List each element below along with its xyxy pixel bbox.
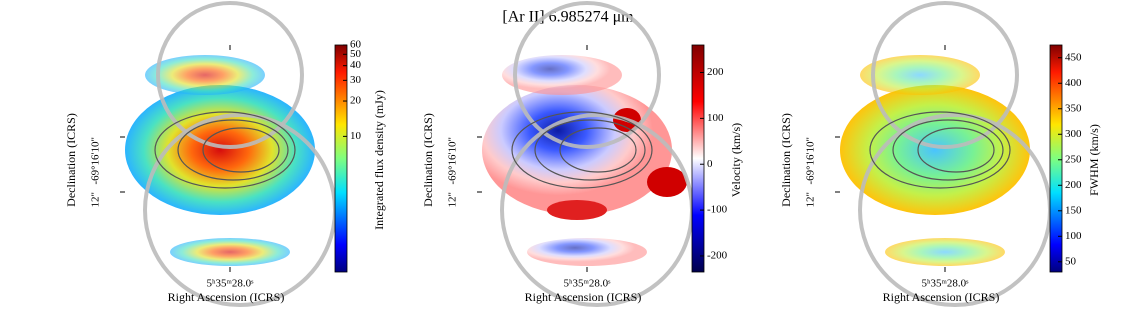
colorbar-tick-label: 150 — [1065, 204, 1082, 216]
colorbar-tick-label: -100 — [707, 204, 728, 216]
x-axis-label: Right Ascension (ICRS) — [525, 290, 642, 304]
colorbar-tick-label: 40 — [350, 59, 362, 71]
colorbar — [1049, 44, 1063, 273]
colorbar-tick-label: 100 — [1065, 230, 1082, 242]
figure-title: [Ar II] 6.985274 μm — [502, 9, 634, 26]
colorbar-tick-label: 10 — [350, 130, 362, 142]
colorbar-tick-label: 450 — [1065, 51, 1082, 63]
emission-region — [125, 85, 315, 215]
map-image — [125, 1, 337, 307]
colorbar — [691, 44, 705, 273]
emission-region — [840, 85, 1030, 215]
colorbar-tick-label: 400 — [1065, 77, 1082, 89]
contour — [917, 127, 995, 173]
emission-region — [145, 55, 265, 95]
ring — [871, 1, 1019, 149]
colorbar-tick-label: 50 — [1065, 255, 1077, 267]
y-axis-label: Declination (ICRS) — [64, 113, 78, 207]
y-tick-label: 12" — [90, 192, 102, 208]
emission-region — [860, 55, 980, 95]
contour — [559, 127, 637, 173]
emission-region — [885, 238, 1005, 266]
colorbar-tick-label: 350 — [1065, 102, 1082, 114]
x-tick-label: 5ʰ35ᵐ28.0ˢ — [564, 278, 612, 290]
emission-region — [647, 167, 687, 197]
y-axis-label: Declination (ICRS) — [421, 113, 435, 207]
colorbar-tick-label: 250 — [1065, 153, 1082, 165]
colorbar-tick-label: 200 — [1065, 179, 1082, 191]
x-tick-label: 5ʰ35ᵐ28.0ˢ — [207, 278, 255, 290]
emission-region — [547, 200, 607, 220]
contour — [511, 111, 653, 189]
y-tick-label: 12" — [805, 192, 817, 208]
contour — [892, 119, 1004, 181]
contour — [869, 111, 1011, 189]
contour — [154, 111, 296, 189]
ring — [156, 1, 304, 149]
emission-region — [482, 85, 672, 215]
colorbar-tick-label: 100 — [707, 112, 724, 124]
emission-region — [170, 238, 290, 266]
y-tick-label: 12" — [447, 192, 459, 208]
colorbar-tick-label: 50 — [350, 48, 362, 60]
colorbar-tick-label: 300 — [1065, 128, 1082, 140]
y-axis-label: Declination (ICRS) — [779, 113, 793, 207]
colorbar-tick-label: -200 — [707, 249, 728, 261]
colorbar-tick-label: 0 — [707, 158, 713, 170]
emission-region — [502, 55, 622, 95]
colorbar-label: Velocity (km/s) — [729, 123, 743, 197]
x-axis-label: Right Ascension (ICRS) — [883, 290, 1000, 304]
x-axis-label: Right Ascension (ICRS) — [168, 290, 285, 304]
contour — [534, 119, 646, 181]
map-image — [482, 1, 694, 307]
ring — [513, 1, 661, 149]
y-tick-label: -69°16'10" — [447, 137, 459, 185]
x-tick-label: 5ʰ35ᵐ28.0ˢ — [922, 278, 970, 290]
colorbar-label: Integrated flux density (mJy) — [372, 90, 386, 230]
colorbar-label: FWHM (km/s) — [1087, 124, 1101, 196]
colorbar — [334, 44, 348, 273]
colorbar-tick-label: 60 — [350, 39, 362, 51]
colorbar-tick-label: 20 — [350, 95, 362, 107]
y-tick-label: -69°16'10" — [805, 137, 817, 185]
colorbar-tick-label: 30 — [350, 74, 362, 86]
y-tick-label: -69°16'10" — [90, 137, 102, 185]
contour — [177, 119, 289, 181]
colorbar-tick-label: 200 — [707, 66, 724, 78]
emission-region — [527, 238, 647, 266]
contour — [202, 127, 280, 173]
map-image — [840, 1, 1052, 307]
